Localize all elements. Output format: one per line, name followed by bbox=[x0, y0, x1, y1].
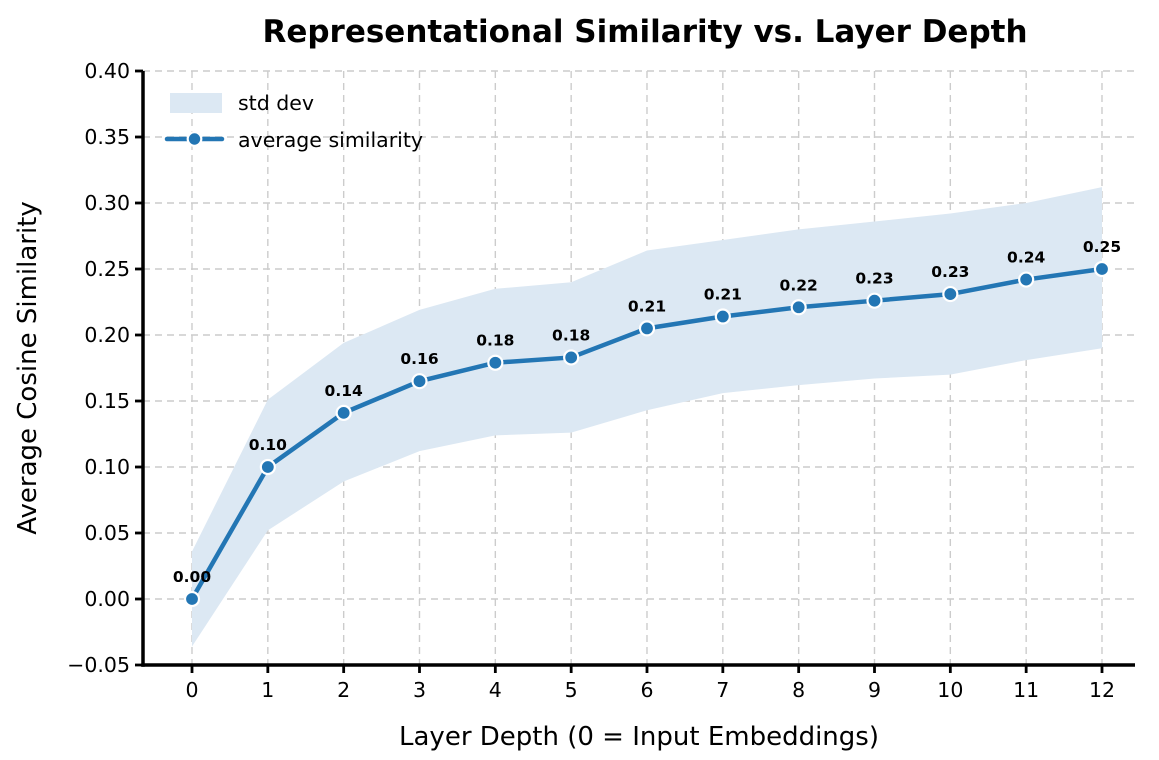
x-tick-label: 9 bbox=[868, 678, 881, 702]
data-point-marker bbox=[335, 404, 352, 421]
data-point-label: 0.00 bbox=[173, 568, 211, 586]
x-tick-label: 3 bbox=[413, 678, 426, 702]
x-tick-label: 5 bbox=[565, 678, 578, 702]
data-point-marker bbox=[411, 373, 428, 390]
data-point-label: 0.14 bbox=[325, 382, 363, 400]
data-point-marker bbox=[638, 320, 656, 337]
data-point-label: 0.10 bbox=[249, 436, 287, 454]
legend-average-similarity-marker-swatch bbox=[186, 131, 203, 147]
x-tick-label: 10 bbox=[937, 678, 963, 702]
y-tick-label: 0.25 bbox=[84, 257, 130, 281]
data-point-marker bbox=[942, 285, 959, 303]
y-tick-label: 0.00 bbox=[84, 587, 130, 611]
series-layer bbox=[183, 260, 1111, 608]
data-point-label: 0.23 bbox=[931, 263, 969, 281]
x-tick-label: 7 bbox=[716, 678, 729, 702]
data-point-label: 0.16 bbox=[400, 350, 438, 368]
data-point-marker bbox=[714, 308, 731, 325]
data-point-label: 0.21 bbox=[628, 297, 666, 315]
data-point-label: 0.23 bbox=[855, 270, 893, 288]
x-tick-label: 2 bbox=[337, 678, 350, 702]
data-point-label: 0.25 bbox=[1083, 238, 1121, 256]
y-tick-label: 0.40 bbox=[84, 59, 130, 83]
data-point-label: 0.21 bbox=[704, 286, 742, 304]
data-point-label: 0.22 bbox=[780, 276, 818, 294]
data-point-label: 0.18 bbox=[552, 326, 590, 344]
legend-label-std-dev: std dev bbox=[238, 91, 314, 115]
x-tick-label: 12 bbox=[1089, 678, 1115, 702]
y-tick-label: 0.05 bbox=[84, 521, 130, 545]
x-tick-label: 0 bbox=[185, 678, 198, 702]
data-point-label: 0.18 bbox=[476, 332, 514, 350]
axes-layer bbox=[135, 69, 1135, 673]
data-point-marker bbox=[866, 292, 883, 309]
data-point-label: 0.24 bbox=[1007, 249, 1045, 267]
y-tick-label: 0.10 bbox=[84, 455, 130, 479]
legend-label-average-similarity: average similarity bbox=[238, 128, 423, 152]
data-point-marker bbox=[563, 349, 580, 366]
y-tick-label: 0.35 bbox=[84, 125, 130, 149]
data-point-marker bbox=[1018, 271, 1035, 288]
legend: std dev average similarity bbox=[164, 91, 423, 152]
legend-std-dev-swatch bbox=[170, 93, 222, 113]
x-axis-label: Layer Depth (0 = Input Embeddings) bbox=[399, 722, 879, 752]
data-point-marker bbox=[183, 590, 201, 608]
data-labels-layer: 0.00 0.10 0.14 0.16 0.18 0.18 0.21 0.21 0.22 0.23… bbox=[173, 238, 1121, 586]
y-tick-label: 0.15 bbox=[84, 389, 130, 413]
x-tick-label: 1 bbox=[261, 678, 274, 702]
x-tick-label: 4 bbox=[489, 678, 502, 702]
data-point-marker bbox=[1093, 260, 1111, 278]
x-tick-label: 6 bbox=[640, 678, 653, 702]
tick-labels-layer: 0 1 2 3 4 5 6 7 8 9 10 11 12−0.050.000.050.100.150.2… bbox=[67, 59, 1115, 702]
y-tick-label: 0.30 bbox=[84, 191, 130, 215]
x-tick-label: 8 bbox=[792, 678, 805, 702]
data-point-marker bbox=[259, 458, 276, 476]
x-tick-label: 11 bbox=[1013, 678, 1039, 702]
y-tick-label: −0.05 bbox=[67, 653, 130, 677]
chart-title: Representational Similarity vs. Layer De… bbox=[262, 14, 1027, 50]
data-point-marker bbox=[487, 354, 504, 371]
y-tick-label: 0.20 bbox=[84, 323, 130, 347]
y-axis-label: Average Cosine Similarity bbox=[13, 201, 43, 535]
data-point-marker bbox=[790, 299, 807, 316]
